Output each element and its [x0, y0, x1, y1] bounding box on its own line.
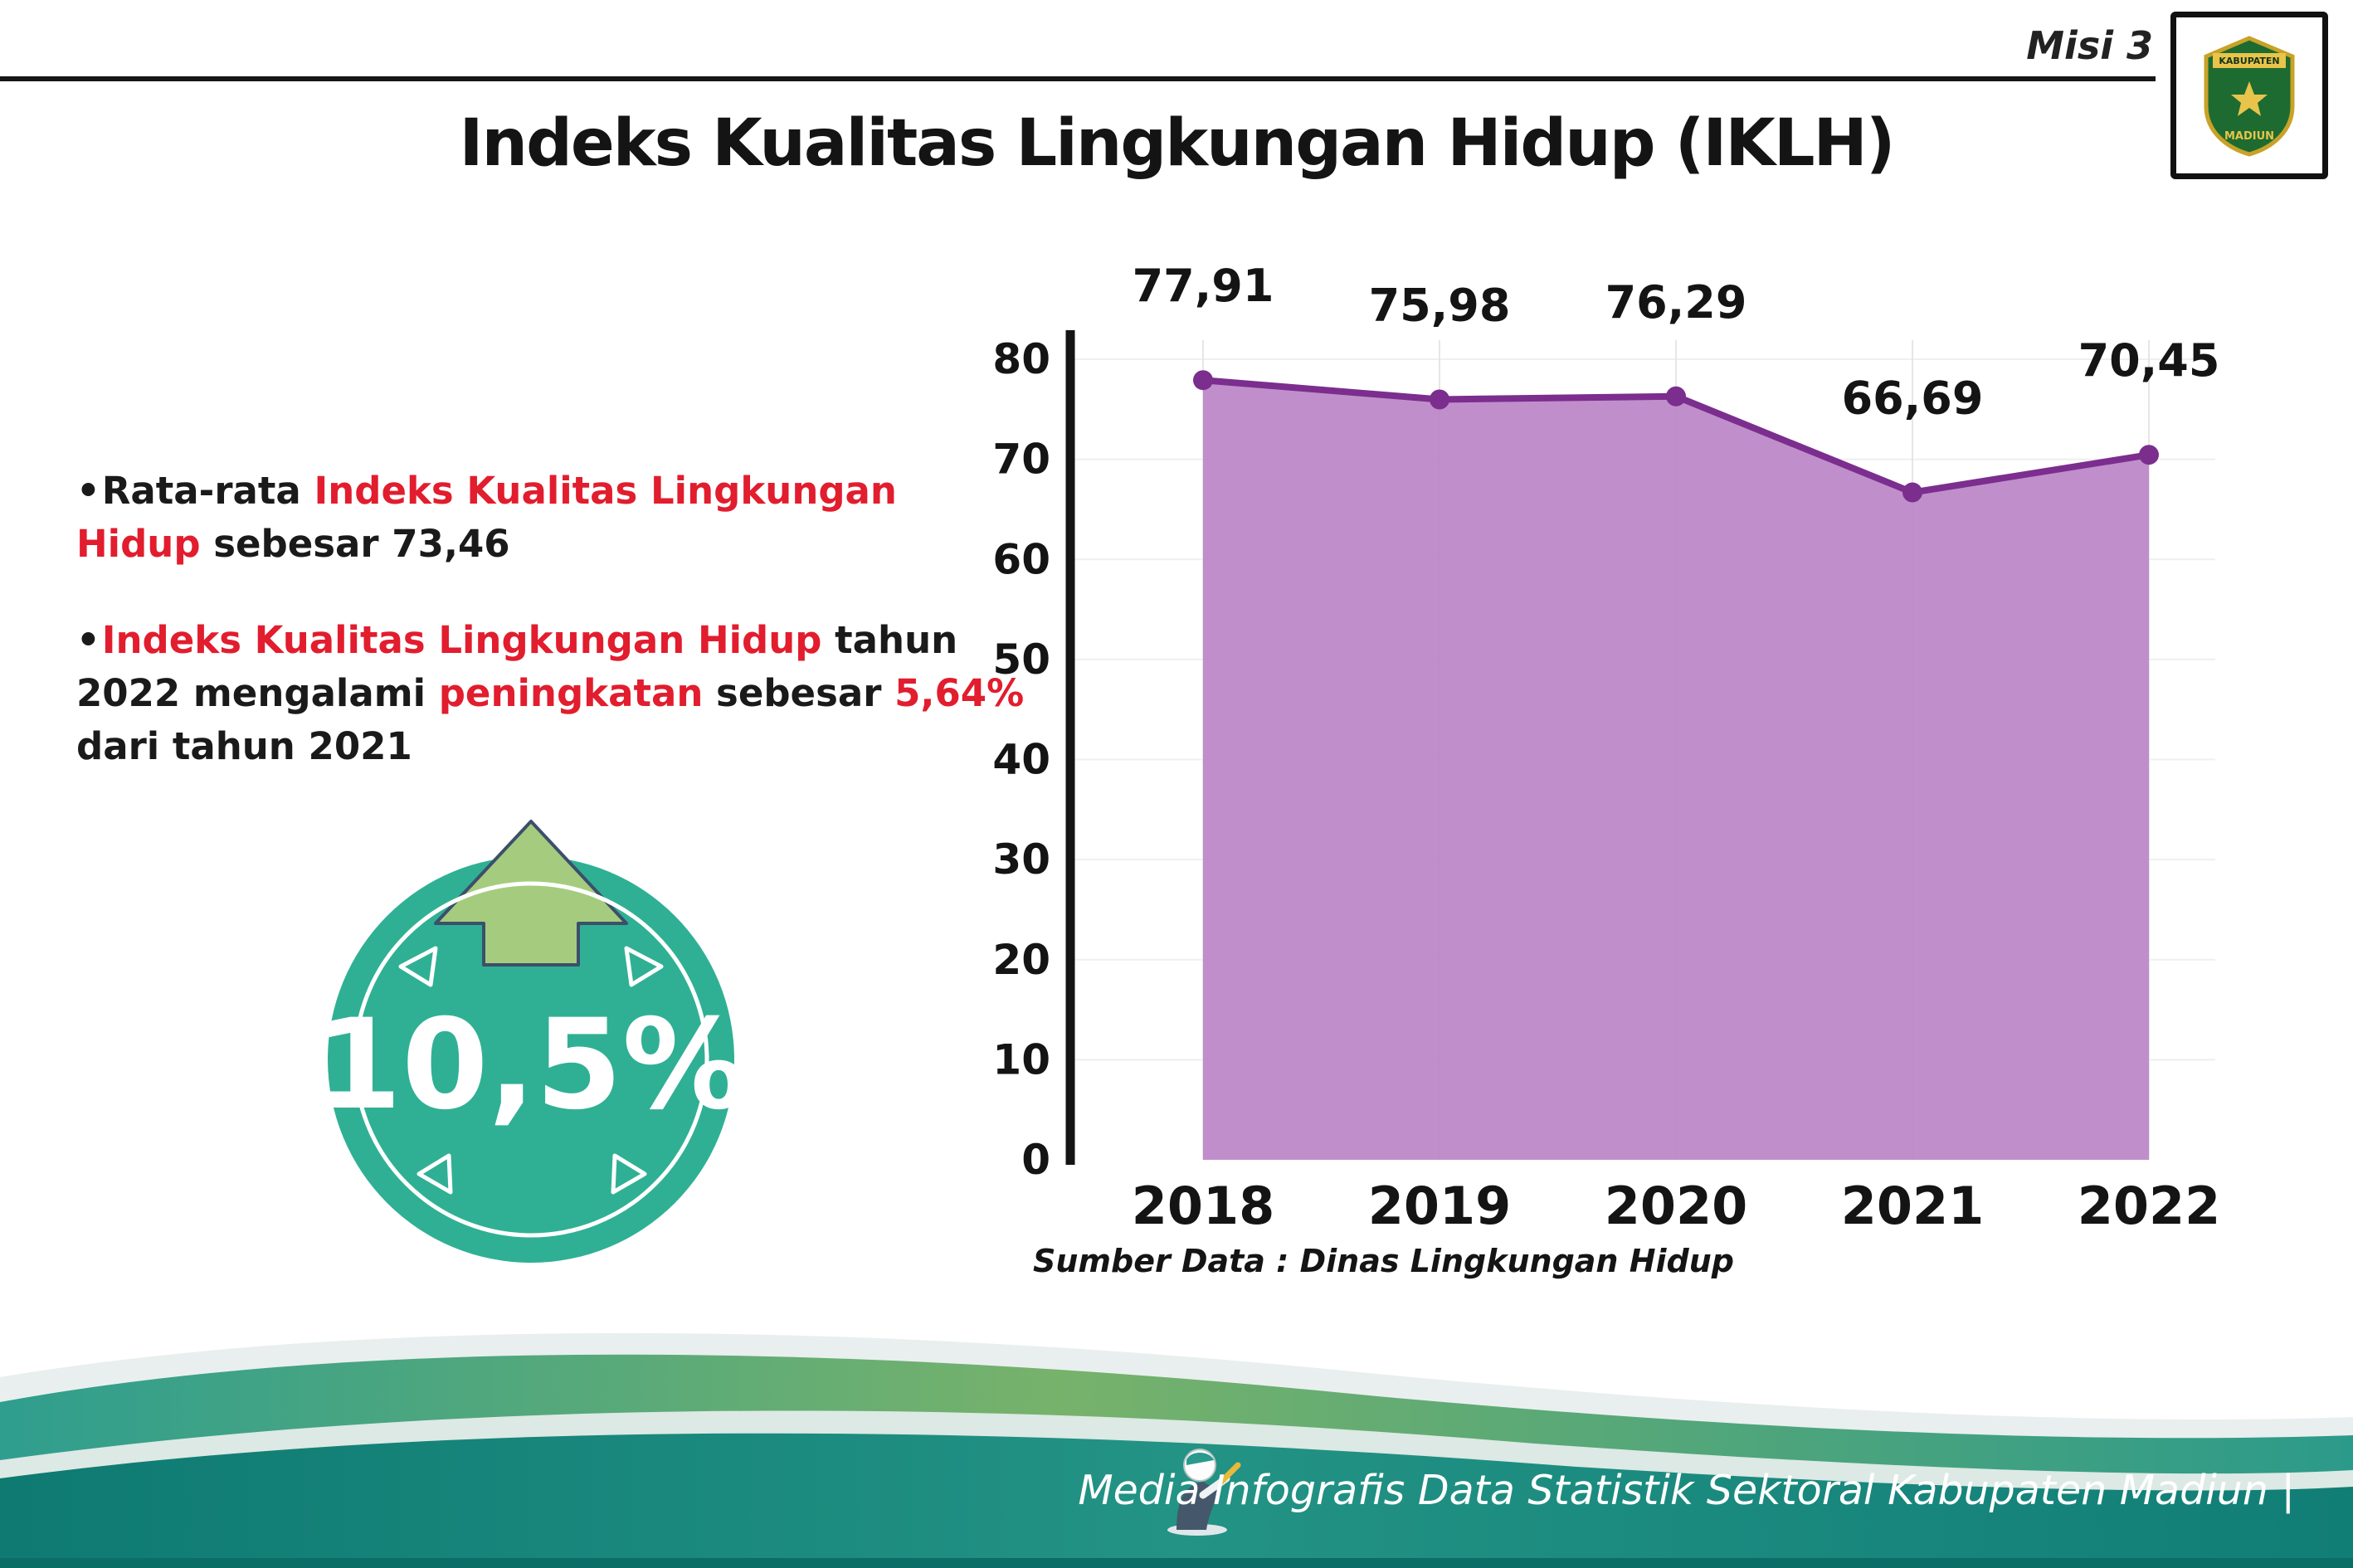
bullet-average-iklh: •Rata-rata Indeks Kualitas Lingkungan Hi…: [76, 465, 1030, 571]
badge-triangle-ne-icon: [624, 946, 664, 987]
x-tick-label: 2021: [1841, 1176, 1985, 1236]
y-tick-label: 70: [992, 436, 1050, 484]
increase-badge: 10,5%: [319, 820, 747, 1263]
crest-star-icon: [2231, 81, 2268, 116]
increase-percentage: 10,5%: [319, 993, 747, 1137]
badge-triangle-nw-icon: [398, 946, 438, 987]
misi-label: Misi 3: [2026, 23, 2153, 68]
data-point: [2139, 445, 2159, 465]
bullet-marker: •: [76, 617, 100, 662]
mascot-cap: [1186, 1453, 1214, 1465]
header-divider: [0, 76, 2156, 81]
bullet1-seg2-highlight: Indeks Kualitas Lingkungan Hidup: [76, 469, 897, 566]
bullet2-seg4: sebesar: [703, 670, 895, 715]
y-tick-label: 10: [992, 1035, 1050, 1083]
badge-ring: [353, 881, 709, 1238]
bullet2-seg5-highlight: 5,64%: [894, 670, 1025, 715]
bullet-increase-2022: •Indeks Kualitas Lingkungan Hidup tahun …: [76, 614, 1030, 773]
x-tick-label: 2018: [1132, 1176, 1275, 1236]
iklh-area-chart: 0 10 20 30 40 50 60 70 80 77,91 2018 75,98 2019 76,29…: [992, 260, 2221, 1236]
x-tick-label: 2020: [1605, 1176, 1748, 1236]
data-label: 76,29: [1605, 276, 1747, 329]
footer-credit: Media Infografis Data Statistik Sektoral…: [1078, 1467, 2295, 1514]
bullet2-seg2: tahun 2022 mengalami: [76, 617, 958, 715]
y-tick-label: 80: [992, 335, 1050, 383]
chart-source: Sumber Data : Dinas Lingkungan Hidup: [1033, 1243, 1734, 1279]
y-tick-label: 60: [992, 535, 1050, 583]
data-label: 75,98: [1369, 279, 1511, 331]
y-tick-label: 0: [1021, 1136, 1050, 1184]
crest-banner: [2213, 53, 2286, 68]
footer-wave-dark: [0, 1433, 2353, 1568]
badge-triangle-sw-icon: [417, 1153, 453, 1195]
summary-bullets: •Rata-rata Indeks Kualitas Lingkungan Hi…: [76, 465, 1030, 816]
data-point: [1430, 389, 1449, 410]
crest-text-top: KABUPATEN: [2219, 56, 2279, 66]
bullet1-seg3: sebesar 73,46: [200, 521, 510, 566]
bullet1-seg1: Rata-rata: [101, 469, 314, 513]
writer-mascot-icon: [1167, 1449, 1241, 1536]
area-fill: [1203, 380, 2149, 1160]
crest-text-bottom: MADIUN: [2224, 130, 2274, 143]
footer-bottom-strip: [0, 1558, 2353, 1568]
y-tick-label: 20: [992, 936, 1050, 984]
badge-circle: [328, 856, 734, 1263]
y-tick-label: 30: [992, 835, 1050, 884]
data-label: 77,91: [1133, 260, 1274, 312]
data-point: [1902, 482, 1922, 503]
bullet2-seg6: dari tahun 2021: [76, 723, 412, 768]
kabupaten-madiun-logo: KABUPATEN MADIUN: [2170, 12, 2328, 179]
badge-triangle-se-icon: [611, 1153, 647, 1195]
y-tick-label: 50: [992, 635, 1050, 684]
bullet2-seg3-highlight: peningkatan: [438, 670, 704, 715]
data-point: [1193, 370, 1213, 391]
x-tick-label: 2022: [2078, 1176, 2221, 1236]
kabupaten-madiun-crest-icon: KABUPATEN MADIUN: [2204, 36, 2295, 157]
bullet2-seg1-highlight: Indeks Kualitas Lingkungan Hidup: [101, 617, 822, 662]
y-tick-label: 40: [992, 736, 1050, 784]
bullet-marker: •: [76, 469, 100, 513]
x-tick-label: 2019: [1368, 1176, 1512, 1236]
data-label: 66,69: [1842, 373, 1984, 425]
mascot-pencil-icon: [1218, 1462, 1241, 1485]
page-title: Indeks Kualitas Lingkungan Hidup (IKLH): [459, 106, 1896, 181]
up-arrow-icon: [434, 820, 628, 967]
footer-waves: [0, 1332, 2353, 1568]
data-point: [1666, 386, 1686, 407]
data-label: 70,45: [2078, 334, 2220, 387]
